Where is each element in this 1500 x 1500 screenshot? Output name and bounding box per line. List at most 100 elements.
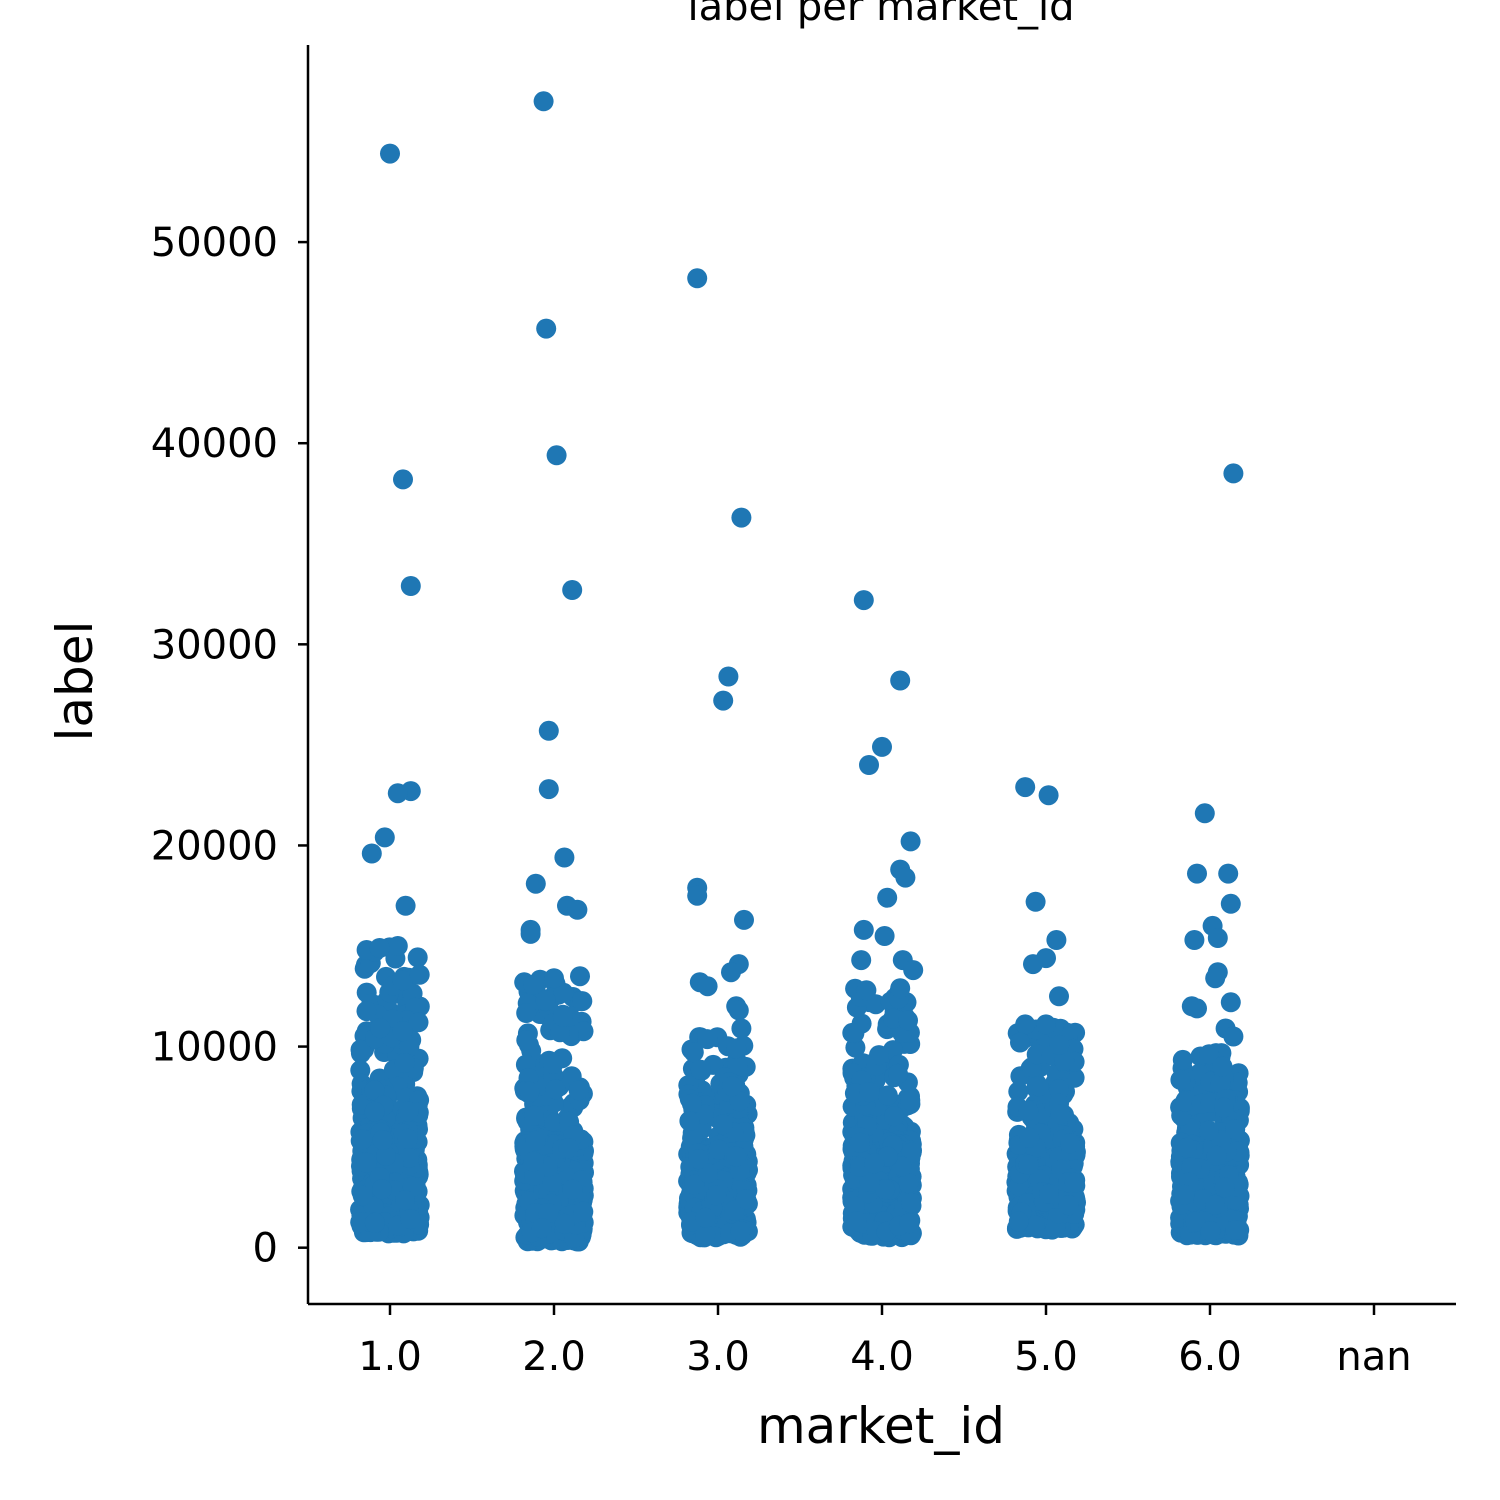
data-point (536, 318, 557, 339)
data-point (1064, 1172, 1085, 1193)
data-point (883, 1008, 904, 1029)
data-point (1210, 1073, 1231, 1094)
x-tick-label: nan (1336, 1334, 1411, 1380)
data-point (1038, 785, 1059, 806)
x-tick-label: 5.0 (1014, 1334, 1078, 1380)
data-point (1205, 968, 1226, 989)
data-point (1060, 1133, 1081, 1154)
data-point (370, 1018, 391, 1039)
data-point (1212, 1056, 1233, 1077)
data-point (1015, 1014, 1036, 1035)
data-point (849, 1132, 870, 1153)
data-point (397, 1128, 418, 1149)
data-point (1220, 992, 1241, 1013)
data-point (1019, 1127, 1040, 1148)
data-point (859, 1082, 880, 1103)
y-tick-label: 20000 (151, 823, 278, 869)
data-point (721, 962, 741, 983)
data-point (519, 1081, 540, 1102)
data-point (697, 976, 718, 997)
data-point (524, 1165, 545, 1186)
data-point (543, 1054, 564, 1074)
data-point (730, 1221, 751, 1241)
data-point (846, 1211, 867, 1232)
data-point (1010, 1032, 1030, 1053)
data-point (361, 843, 382, 864)
data-point (1058, 1195, 1079, 1216)
data-point (549, 1022, 570, 1043)
data-point (1172, 1049, 1193, 1070)
data-point (369, 938, 390, 958)
y-tick-label: 50000 (151, 220, 278, 266)
data-point (1187, 998, 1207, 1019)
data-point (525, 1130, 546, 1151)
data-point (531, 1218, 552, 1239)
data-point (1184, 930, 1205, 950)
data-point (735, 1189, 756, 1210)
data-point (890, 978, 911, 999)
x-tick-label: 6.0 (1178, 1334, 1242, 1380)
data-point (731, 507, 752, 528)
chart-title: label per market_id (687, 0, 1074, 30)
data-point (376, 1145, 396, 1166)
data-point (400, 1209, 421, 1229)
data-point (380, 143, 400, 164)
data-point (1175, 1091, 1196, 1112)
x-ticks: 1.0 2.0 3.0 4.0 5.0 6.0 nan (358, 1304, 1412, 1380)
data-point (372, 1130, 393, 1150)
data-point (352, 1185, 373, 1206)
y-ticks: 0 10000 20000 30000 40000 50000 (151, 220, 308, 1272)
data-point (718, 666, 739, 687)
data-point (728, 1000, 749, 1021)
data-point (890, 670, 911, 691)
data-point (695, 1224, 716, 1245)
data-point (901, 1142, 922, 1163)
data-point (1206, 1145, 1227, 1166)
data-point (895, 867, 916, 888)
data-point (877, 887, 898, 908)
data-point (853, 919, 874, 940)
data-point (1198, 1120, 1219, 1141)
data-point (1049, 1079, 1069, 1100)
data-point (1187, 863, 1207, 884)
data-point (679, 1111, 700, 1131)
data-point (851, 950, 872, 971)
data-point (352, 1129, 373, 1150)
data-point (721, 1076, 742, 1097)
data-point (853, 590, 874, 611)
data-point (869, 1045, 889, 1066)
data-point (408, 1012, 429, 1033)
data-point (1024, 1215, 1045, 1236)
data-point (572, 991, 593, 1012)
data-point (1225, 1119, 1246, 1140)
data-point (516, 1003, 537, 1023)
data-point (697, 1029, 718, 1050)
data-point (712, 1114, 733, 1135)
data-point (859, 755, 879, 775)
data-point (374, 827, 395, 848)
data-point (533, 91, 554, 112)
data-point (1170, 1069, 1191, 1090)
data-point (1194, 803, 1215, 824)
data-point (372, 1179, 392, 1200)
data-point (903, 960, 924, 981)
data-point (544, 1113, 565, 1134)
data-point (875, 1179, 896, 1200)
data-point (1207, 928, 1228, 948)
data-point (567, 899, 588, 920)
data-point (516, 1030, 537, 1051)
data-point (1200, 1221, 1221, 1241)
data-point (395, 895, 416, 916)
data-point (392, 1021, 413, 1042)
data-point (888, 1063, 908, 1084)
x-axis-label: market_id (757, 1397, 1005, 1455)
x-tick-label: 2.0 (522, 1334, 586, 1380)
y-tick-label: 10000 (151, 1025, 278, 1071)
data-point (545, 1079, 566, 1100)
data-point (395, 1190, 415, 1210)
data-point (364, 1101, 385, 1122)
data-point (891, 1156, 912, 1177)
data-point (1039, 1183, 1059, 1204)
data-point (687, 885, 708, 906)
data-point (864, 1153, 885, 1174)
